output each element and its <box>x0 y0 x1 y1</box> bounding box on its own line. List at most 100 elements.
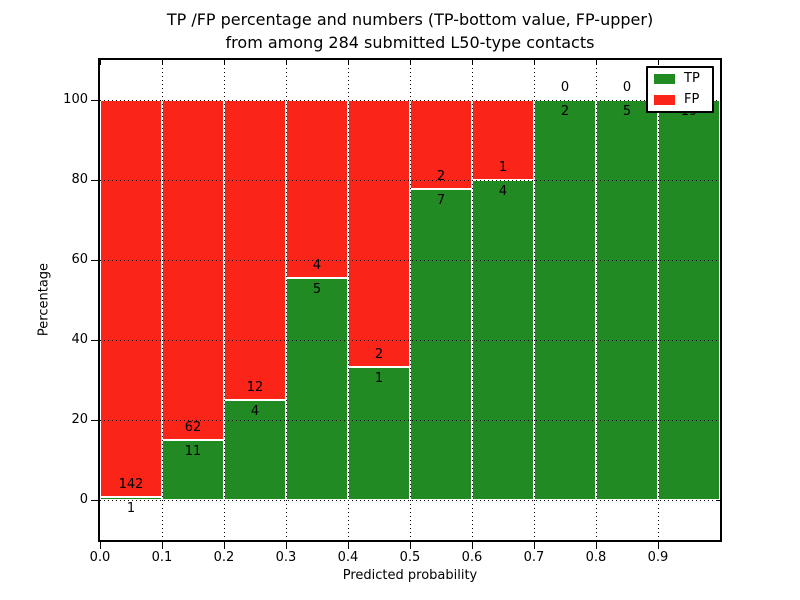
bar-tp-segment <box>286 277 348 500</box>
y-tick-label: 60 <box>71 252 88 267</box>
horizontal-gridline <box>100 339 720 341</box>
horizontal-gridline <box>100 419 720 421</box>
vertical-gridline <box>285 60 287 540</box>
legend-row-tp: TP <box>648 72 712 86</box>
y-tick-mark <box>91 100 98 101</box>
fp-count-label: 4 <box>312 257 322 273</box>
x-tick-mark-top <box>472 60 473 65</box>
bar-tp-segment <box>534 100 596 500</box>
vertical-gridline <box>223 60 225 540</box>
y-tick-label: 0 <box>79 492 88 507</box>
tp-count-label: 2 <box>560 104 570 119</box>
y-tick-mark <box>91 260 98 261</box>
legend-swatch-tp <box>654 74 675 84</box>
bar-fp-segment <box>286 100 348 278</box>
vertical-gridline <box>347 60 349 540</box>
horizontal-gridline <box>100 179 720 181</box>
fp-count-label: 12 <box>246 380 264 395</box>
bar-fp-segment <box>162 100 224 440</box>
vertical-gridline <box>409 60 411 540</box>
chart-title-line1: TP /FP percentage and numbers (TP-bottom… <box>166 10 654 29</box>
x-tick-label: 0.5 <box>399 550 421 565</box>
y-tick-mark <box>91 420 98 421</box>
tp-count-label: 11 <box>184 443 202 459</box>
fp-count-label: 142 <box>118 477 144 493</box>
legend-label-fp: FP <box>684 92 700 107</box>
vertical-gridline <box>595 60 597 540</box>
horizontal-gridline <box>100 499 720 501</box>
y-tick-label: 100 <box>63 92 88 107</box>
x-tick-mark <box>100 542 101 549</box>
legend-label-tp: TP <box>684 71 700 86</box>
bar-tp-segment <box>658 100 720 500</box>
x-tick-mark <box>596 542 597 549</box>
legend-swatch-fp <box>654 95 675 105</box>
y-axis-label: Percentage <box>36 262 52 337</box>
x-tick-mark <box>224 542 225 549</box>
plot-area: 14216211124452127140205019 TP FP <box>98 58 722 542</box>
tp-count-label: 1 <box>374 370 384 386</box>
x-tick-mark <box>410 542 411 549</box>
x-tick-label: 0.6 <box>461 550 483 565</box>
vertical-gridline <box>471 60 473 540</box>
bar-tp-segment <box>410 188 472 500</box>
x-tick-mark <box>534 542 535 549</box>
tp-count-label: 1 <box>126 501 136 517</box>
legend: TP FP <box>646 66 714 113</box>
bar-fp-segment <box>410 100 472 189</box>
x-tick-mark <box>658 542 659 549</box>
y-tick-label: 20 <box>71 412 88 427</box>
x-tick-label: 0.2 <box>213 550 235 565</box>
vertical-gridline <box>533 60 535 540</box>
fp-count-label: 2 <box>436 168 446 184</box>
bar-fp-segment <box>224 100 286 400</box>
bar-tp-segment <box>348 366 410 500</box>
horizontal-gridline <box>100 99 720 101</box>
x-tick-mark-top <box>534 60 535 65</box>
x-tick-label: 0.0 <box>89 550 111 565</box>
fp-count-label: 1 <box>498 160 508 175</box>
y-tick-label: 80 <box>71 172 88 187</box>
fp-count-label: 0 <box>560 80 570 95</box>
x-tick-label: 0.9 <box>647 550 669 565</box>
tp-count-label: 5 <box>312 281 322 297</box>
y-tick-label: 40 <box>71 332 88 347</box>
fp-count-label: 2 <box>374 346 384 362</box>
bar-fp-segment <box>348 100 410 367</box>
y-tick-mark <box>91 180 98 181</box>
x-tick-mark <box>348 542 349 549</box>
x-tick-label: 0.3 <box>275 550 297 565</box>
x-tick-label: 0.7 <box>523 550 545 565</box>
x-tick-mark <box>162 542 163 549</box>
x-tick-mark-top <box>658 60 659 65</box>
chart-title-line2: from among 284 submitted L50-type contac… <box>225 33 595 52</box>
x-tick-label: 0.1 <box>151 550 173 565</box>
x-tick-mark-top <box>348 60 349 65</box>
bar-tp-segment <box>162 439 224 500</box>
y-tick-mark <box>91 500 98 501</box>
legend-row-fp: FP <box>648 93 712 107</box>
vertical-gridline <box>657 60 659 540</box>
x-tick-label: 0.4 <box>337 550 359 565</box>
x-tick-mark-top <box>410 60 411 65</box>
x-tick-mark <box>286 542 287 549</box>
x-tick-mark-top <box>286 60 287 65</box>
x-axis-label: Predicted probability <box>342 568 478 583</box>
bar-tp-segment <box>596 100 658 500</box>
fp-count-label: 0 <box>622 80 632 95</box>
bar-fp-segment <box>100 100 162 498</box>
x-tick-mark-top <box>596 60 597 65</box>
vertical-gridline <box>161 60 163 540</box>
tp-count-label: 5 <box>622 104 632 119</box>
x-tick-mark-top <box>100 60 101 65</box>
tp-count-label: 4 <box>498 184 508 199</box>
x-tick-mark <box>472 542 473 549</box>
x-tick-mark-top <box>224 60 225 65</box>
tp-count-label: 4 <box>250 404 260 419</box>
horizontal-gridline <box>100 259 720 261</box>
y-tick-mark <box>91 340 98 341</box>
x-tick-mark-top <box>162 60 163 65</box>
tp-count-label: 7 <box>436 192 446 208</box>
fp-count-label: 62 <box>184 419 202 435</box>
